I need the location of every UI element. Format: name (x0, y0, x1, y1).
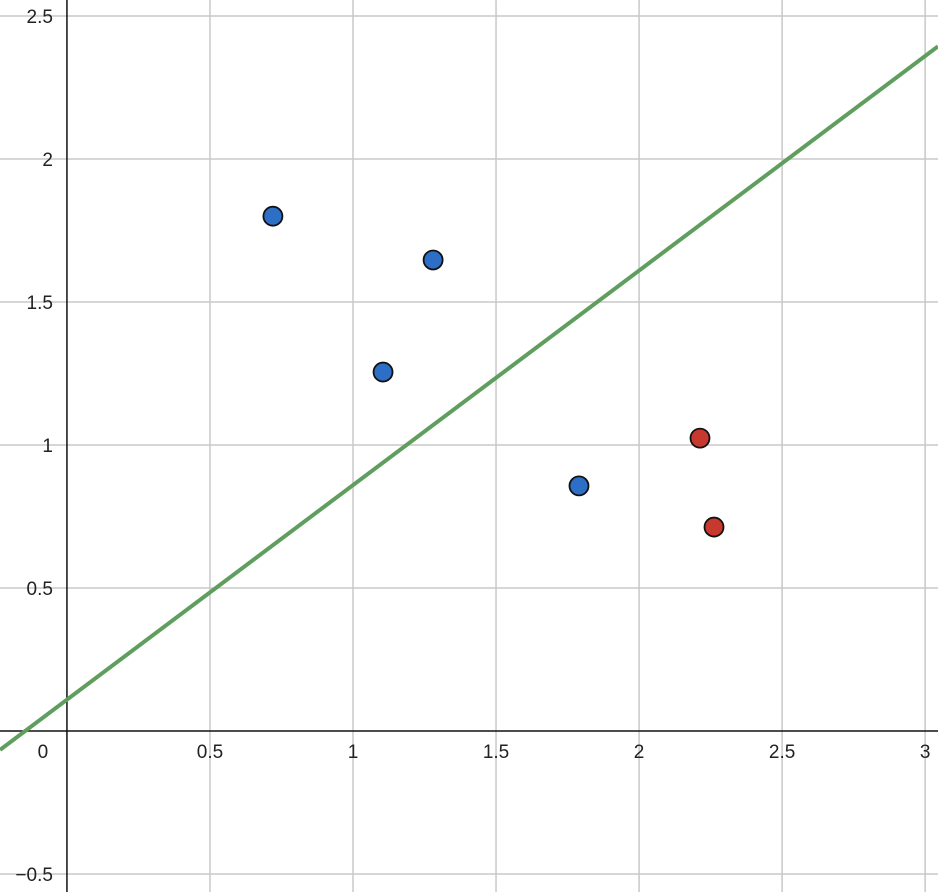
fit-line (0, 44, 938, 752)
point (372, 361, 394, 383)
point (703, 516, 725, 538)
y-tick-label: 0.5 (27, 579, 53, 600)
point (568, 475, 590, 497)
y-tick-label: 2.5 (27, 7, 53, 28)
x-tick-label: 1 (348, 742, 359, 763)
point (689, 427, 711, 449)
x-tick-label: 3 (920, 742, 931, 763)
y-tick-label: −0.5 (15, 865, 53, 886)
x-tick-label: 2 (634, 742, 645, 763)
x-tick-label: 1.5 (483, 742, 509, 763)
y-tick-label: 1.5 (27, 293, 53, 314)
y-tick-label: 1 (42, 436, 53, 457)
x-tick-label: 0 (38, 742, 49, 763)
x-tick-label: 0.5 (197, 742, 223, 763)
y-tick-label: 2 (42, 150, 53, 171)
marks (0, 44, 938, 752)
x-tick-label: 2.5 (769, 742, 795, 763)
point (262, 205, 284, 227)
point (422, 249, 444, 271)
